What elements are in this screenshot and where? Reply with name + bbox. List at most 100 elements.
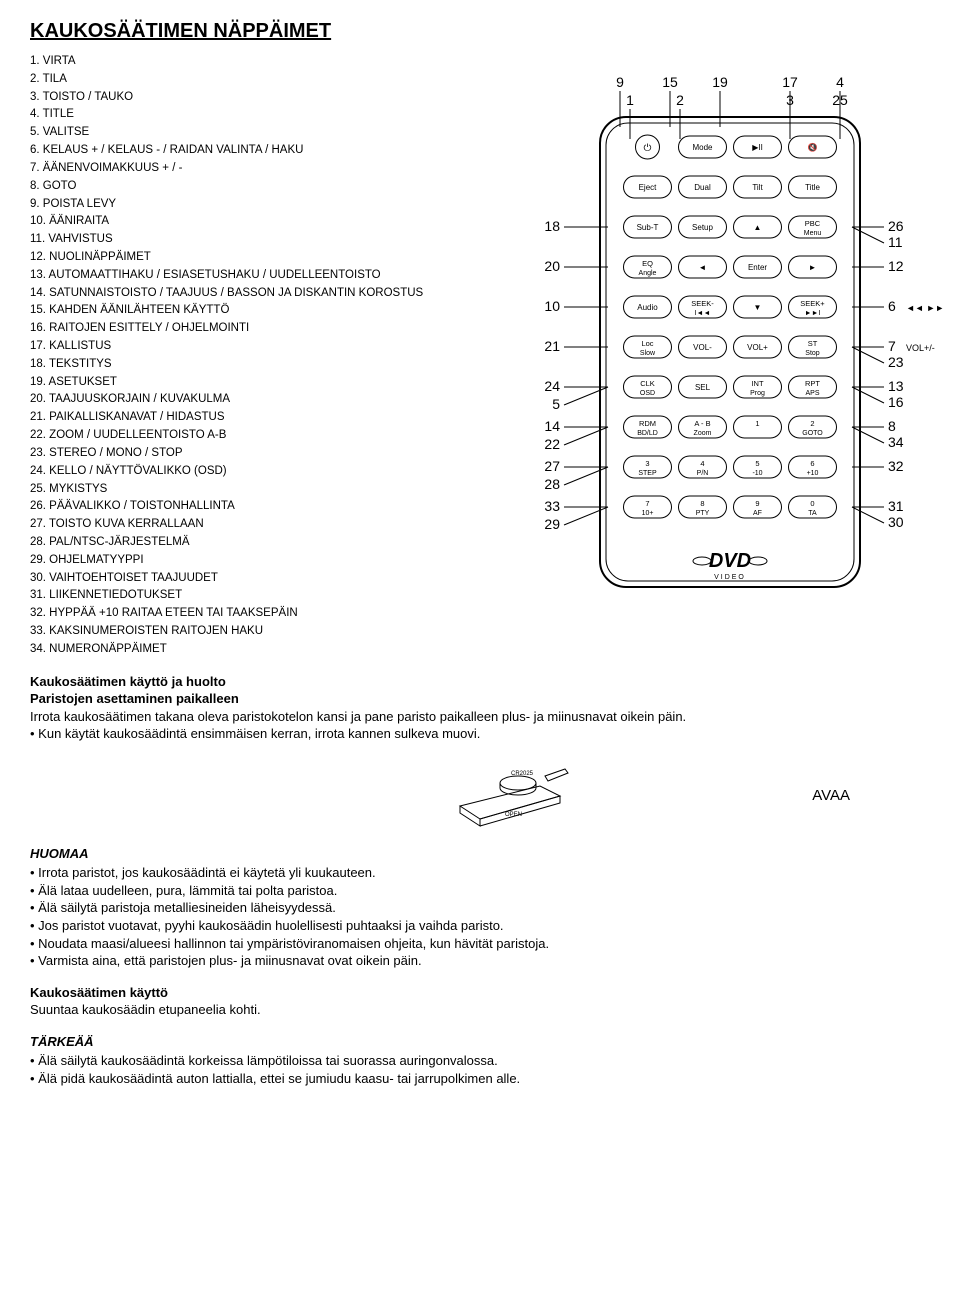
svg-text:7: 7 [645, 499, 649, 508]
svg-text:Zoom: Zoom [694, 430, 712, 437]
key-list-item: 16. RAITOJEN ESITTELY / OHJELMOINTI [30, 320, 470, 338]
svg-text:BD/LD: BD/LD [637, 430, 658, 437]
bullet-item: • Irrota paristot, jos kaukosäädintä ei … [30, 864, 930, 882]
svg-text:17: 17 [782, 74, 798, 90]
svg-text:12: 12 [888, 258, 904, 274]
key-list-item: 23. STEREO / MONO / STOP [30, 445, 470, 463]
svg-text:APS: APS [805, 390, 819, 397]
key-list-item: 34. NUMERONÄPPÄIMET [30, 641, 470, 659]
svg-text:SEEK-: SEEK- [691, 299, 714, 308]
svg-text:◄◄ ►►: ◄◄ ►► [906, 303, 944, 313]
svg-text:DVD: DVD [709, 550, 751, 572]
key-list-item: 10. ÄÄNIRAITA [30, 213, 470, 231]
svg-text:14: 14 [544, 418, 560, 434]
svg-text:4: 4 [700, 459, 704, 468]
key-list-item: 11. VAHVISTUS [30, 231, 470, 249]
use-text: Suuntaa kaukosäädin etupaneelia kohti. [30, 1001, 930, 1019]
bullet-item: • Älä lataa uudelleen, pura, lämmitä tai… [30, 882, 930, 900]
svg-text:Enter: Enter [748, 263, 767, 272]
svg-text:Loc: Loc [641, 339, 653, 348]
svg-text:34: 34 [888, 434, 904, 450]
use-heading: Kaukosäätimen käyttö [30, 984, 930, 1002]
svg-text:29: 29 [544, 516, 560, 532]
svg-text:28: 28 [544, 476, 560, 492]
svg-text:▲: ▲ [754, 223, 762, 232]
key-list-item: 22. ZOOM / UUDELLEENTOISTO A-B [30, 427, 470, 445]
svg-text:Setup: Setup [692, 223, 713, 232]
svg-text:6: 6 [810, 459, 814, 468]
care-text-1: Irrota kaukosäätimen takana oleva parist… [30, 708, 930, 726]
svg-text:10+: 10+ [642, 510, 654, 517]
important-list: • Älä säilytä kaukosäädintä korkeissa lä… [30, 1052, 930, 1087]
bullet-item: • Varmista aina, että paristojen plus- j… [30, 952, 930, 970]
battery-label-2: OPEN [505, 812, 522, 818]
svg-text:16: 16 [888, 394, 904, 410]
svg-text:5: 5 [552, 396, 560, 412]
svg-text:9: 9 [755, 499, 759, 508]
key-list-item: 28. PAL/NTSC-JÄRJESTELMÄ [30, 534, 470, 552]
svg-text:20: 20 [544, 258, 560, 274]
svg-text:31: 31 [888, 498, 904, 514]
svg-text:Tilt: Tilt [752, 183, 763, 192]
key-list-item: 32. HYPPÄÄ +10 RAITAA ETEEN TAI TAAKSEPÄ… [30, 605, 470, 623]
svg-text:OSD: OSD [640, 390, 655, 397]
svg-text:RDM: RDM [639, 419, 656, 428]
svg-text:PBC: PBC [805, 219, 821, 228]
svg-text:9: 9 [616, 74, 624, 90]
svg-text:6: 6 [888, 298, 896, 314]
notice-heading: HUOMAA [30, 845, 930, 863]
key-list-item: 27. TOISTO KUVA KERRALLAAN [30, 516, 470, 534]
bullet-item: • Älä pidä kaukosäädintä auton lattialla… [30, 1070, 930, 1088]
key-list-item: 4. TITLE [30, 106, 470, 124]
svg-text:VOL-: VOL- [693, 343, 712, 352]
key-list-item: 17. KALLISTUS [30, 338, 470, 356]
key-list-item: 7. ÄÄNENVOIMAKKUUS + / - [30, 160, 470, 178]
open-label: AVAA [812, 786, 850, 806]
svg-text:24: 24 [544, 378, 560, 394]
svg-text:◄: ◄ [699, 263, 707, 272]
svg-text:32: 32 [888, 458, 904, 474]
svg-text:27: 27 [544, 458, 560, 474]
svg-text:P/N: P/N [697, 470, 709, 477]
key-list-item: 19. ASETUKSET [30, 374, 470, 392]
notice-list: • Irrota paristot, jos kaukosäädintä ei … [30, 864, 930, 969]
key-list-item: 8. GOTO [30, 178, 470, 196]
svg-text:13: 13 [888, 378, 904, 394]
svg-text:30: 30 [888, 514, 904, 530]
svg-text:5: 5 [755, 459, 759, 468]
svg-text:RPT: RPT [805, 379, 820, 388]
key-list-item: 9. POISTA LEVY [30, 196, 470, 214]
svg-text:Menu: Menu [804, 230, 822, 237]
svg-text:►: ► [809, 263, 817, 272]
svg-text:Audio: Audio [637, 303, 658, 312]
svg-text:3: 3 [786, 92, 794, 108]
svg-text:SEL: SEL [695, 383, 711, 392]
svg-text:Stop: Stop [805, 350, 820, 357]
svg-text:PTY: PTY [696, 510, 710, 517]
key-list-item: 26. PÄÄVALIKKO / TOISTONHALLINTA [30, 498, 470, 516]
svg-text:INT: INT [751, 379, 764, 388]
key-list-item: 5. VALITSE [30, 124, 470, 142]
svg-text:Title: Title [805, 183, 820, 192]
svg-text:AF: AF [753, 510, 762, 517]
battery-compartment-diagram: CR2025 OPEN [450, 761, 590, 831]
svg-text:ST: ST [808, 339, 818, 348]
svg-text:19: 19 [712, 74, 728, 90]
key-list-item: 25. MYKISTYS [30, 481, 470, 499]
svg-text:2: 2 [810, 419, 814, 428]
svg-text:GOTO: GOTO [802, 430, 823, 437]
svg-text:SEEK+: SEEK+ [800, 299, 825, 308]
svg-text:33: 33 [544, 498, 560, 514]
svg-text:0: 0 [810, 499, 814, 508]
key-list-item: 15. KAHDEN ÄÄNILÄHTEEN KÄYTTÖ [30, 302, 470, 320]
bullet-item: • Älä säilytä kaukosäädintä korkeissa lä… [30, 1052, 930, 1070]
svg-text:Slow: Slow [640, 350, 656, 357]
svg-text:Dual: Dual [694, 183, 711, 192]
key-list-item: 13. AUTOMAATTIHAKU / ESIASETUSHAKU / UUD… [30, 267, 470, 285]
svg-text:8: 8 [700, 499, 704, 508]
remote-diagram: ⏻Mode▶II🔇EjectDualTiltTitleSub-TSetup▲PB… [490, 57, 950, 617]
svg-text:7: 7 [888, 338, 896, 354]
key-list-item: 18. TEKSTITYS [30, 356, 470, 374]
svg-text:15: 15 [662, 74, 678, 90]
svg-text:Angle: Angle [639, 270, 657, 277]
